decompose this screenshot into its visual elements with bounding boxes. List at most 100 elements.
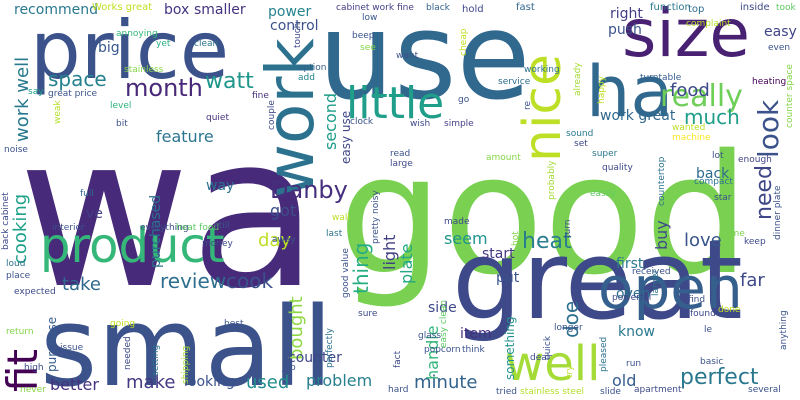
word: simple	[444, 119, 474, 129]
word: minute	[414, 372, 477, 393]
word: try	[565, 365, 575, 378]
word: annoying	[116, 29, 158, 39]
word: star	[714, 193, 732, 203]
word: thing	[349, 243, 373, 294]
word: lot	[712, 151, 724, 161]
word: stainless	[124, 65, 164, 75]
word: needed	[123, 336, 133, 370]
word: control	[270, 18, 319, 34]
word: counter	[288, 350, 342, 366]
word: heating	[752, 77, 786, 87]
word: push	[608, 22, 642, 38]
word: pretty noisy	[371, 190, 381, 244]
word: back	[696, 166, 730, 182]
word: even	[768, 43, 790, 53]
word: deal	[530, 353, 549, 363]
word: right	[610, 6, 643, 22]
word: make	[126, 372, 175, 393]
word: perfect	[680, 365, 759, 390]
word: say	[28, 87, 44, 97]
word: clean	[194, 39, 218, 49]
word: recommend	[14, 2, 98, 18]
word: great	[452, 216, 743, 344]
word: food	[670, 80, 710, 101]
word: function	[650, 2, 691, 13]
word: received	[632, 267, 671, 277]
word: looking	[184, 374, 235, 390]
word: work	[252, 38, 329, 198]
word: easy clean	[439, 300, 449, 348]
word: Danby	[270, 176, 348, 204]
word: larger	[651, 269, 661, 296]
word: take	[62, 274, 101, 295]
word: add	[298, 73, 315, 83]
word: go	[458, 95, 470, 105]
word: come	[720, 229, 745, 239]
word: work well	[12, 57, 33, 142]
word: purchase	[45, 317, 59, 372]
word: slide	[600, 387, 621, 397]
word: cheap	[459, 28, 469, 56]
word: couple	[267, 100, 277, 130]
word: yet	[156, 39, 171, 49]
word: much	[684, 105, 740, 129]
word: service	[498, 77, 531, 87]
word: tried	[496, 387, 517, 397]
word: set	[574, 139, 588, 149]
word: small	[40, 283, 333, 400]
word: bit	[116, 119, 128, 129]
word: beep	[352, 31, 375, 41]
word: day	[258, 230, 291, 251]
word: le	[704, 325, 713, 335]
word: counter space	[785, 64, 795, 128]
word: really	[660, 79, 743, 114]
word: basic	[700, 357, 723, 367]
word: month	[125, 74, 203, 102]
word: seem	[444, 229, 488, 248]
word: space	[48, 67, 107, 91]
word: cooking	[10, 194, 31, 264]
word: want	[396, 51, 419, 61]
word: pleased	[599, 337, 609, 372]
word: buy	[652, 220, 671, 250]
word: used	[246, 372, 289, 393]
word: got	[270, 201, 296, 220]
word: good value	[341, 248, 351, 298]
word: stainless steel	[520, 387, 584, 397]
word: item	[460, 326, 492, 342]
word: quick	[543, 335, 553, 360]
word: easily	[590, 189, 617, 199]
word: fine	[252, 91, 269, 101]
word: handle	[423, 325, 442, 380]
word: wa	[18, 90, 318, 335]
word: top	[688, 4, 704, 15]
word: review	[160, 269, 226, 293]
word: compact	[694, 177, 733, 187]
word: took	[776, 3, 797, 13]
word: shipping	[181, 346, 191, 384]
word: glass	[418, 331, 441, 341]
word: purchased	[148, 195, 164, 268]
word: return	[6, 327, 34, 337]
word: good	[338, 119, 749, 311]
word: large	[390, 159, 413, 169]
word: fit	[0, 349, 47, 392]
word: Works great	[92, 2, 152, 13]
word: watt	[205, 69, 254, 94]
word: ha	[586, 51, 673, 133]
word: complaint	[686, 19, 731, 29]
word: start	[482, 246, 515, 262]
word: loud	[6, 259, 25, 269]
word: ve	[86, 206, 103, 222]
word: oven	[616, 286, 650, 302]
word: doe	[559, 301, 583, 338]
word: high	[24, 363, 44, 373]
word: smaller	[194, 2, 246, 18]
word: work great	[600, 108, 676, 124]
word: use	[318, 0, 530, 127]
word: machine	[672, 133, 711, 143]
word: far	[740, 270, 765, 291]
word: heat food	[176, 223, 219, 233]
word: last	[326, 229, 343, 239]
word: easy	[764, 24, 797, 40]
